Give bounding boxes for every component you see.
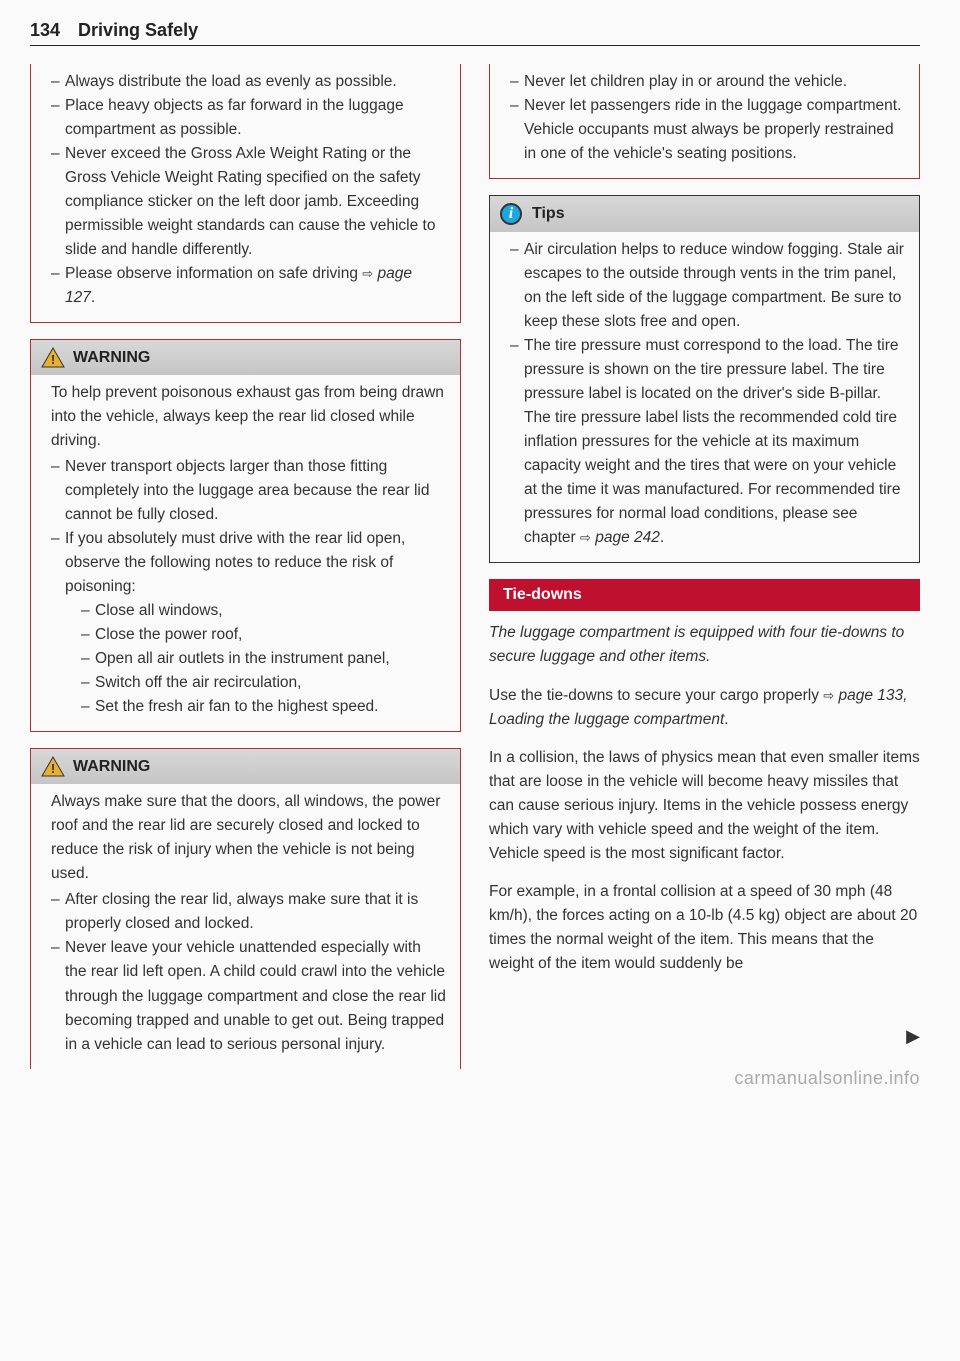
warn1-bullet: Place heavy objects as far forward in th… [51, 94, 446, 142]
warn3-bullet: Never leave your vehicle unattended espe… [51, 936, 446, 1056]
watermark: carmanualsonline.info [734, 1068, 920, 1089]
right-column: Never let children play in or around the… [489, 64, 920, 1085]
warning-box-3-cont: Never let children play in or around the… [489, 64, 920, 179]
warn2-bullet: Never transport objects larger than thos… [51, 455, 446, 527]
page-ref-242[interactable]: page 242 [595, 529, 660, 546]
warn2-nested: Close all windows, [81, 599, 446, 623]
warn2-nested: Set the fresh air fan to the highest spe… [81, 695, 446, 719]
tips-bullet: Air circulation helps to reduce window f… [510, 238, 905, 334]
svg-text:!: ! [51, 761, 55, 776]
warning-label: WARNING [73, 758, 150, 776]
warn3c-bullet: Never let children play in or around the… [510, 70, 905, 94]
body-paragraph: For example, in a frontal collision at a… [489, 880, 920, 976]
page-number: 134 [30, 20, 60, 41]
section-heading-tiedowns: Tie-downs [489, 579, 920, 611]
body-paragraph: Use the tie-downs to secure your cargo p… [489, 684, 920, 732]
warn3c-bullet: Never let passengers ride in the luggage… [510, 94, 905, 166]
page-header: 134 Driving Safely [30, 20, 920, 46]
warn2-nested: Switch off the air recirculation, [81, 671, 446, 695]
warn1-bullet: Always distribute the load as evenly as … [51, 70, 446, 94]
tips-box: i Tips Air circulation helps to reduce w… [489, 195, 920, 563]
tips-bullet: The tire pressure must correspond to the… [510, 334, 905, 550]
warn2-nested: Open all air outlets in the instrument p… [81, 647, 446, 671]
warning-icon: ! [41, 347, 65, 368]
left-column: Always distribute the load as evenly as … [30, 64, 461, 1085]
tips-label: Tips [532, 205, 565, 223]
warn1-bullet: Never exceed the Gross Axle Weight Ratin… [51, 142, 446, 262]
svg-text:!: ! [51, 352, 55, 367]
warn3-bullet: After closing the rear lid, always make … [51, 888, 446, 936]
info-icon: i [500, 203, 522, 225]
continue-arrow-icon: ▶ [906, 1026, 920, 1047]
warning-icon: ! [41, 756, 65, 777]
body-paragraph: In a collision, the laws of physics mean… [489, 746, 920, 866]
warn3-intro: Always make sure that the doors, all win… [51, 790, 446, 886]
warning-box-2: ! WARNING To help prevent poisonous exha… [30, 339, 461, 732]
warning-box-3: ! WARNING Always make sure that the door… [30, 748, 461, 1068]
warning-box-1: Always distribute the load as evenly as … [30, 64, 461, 323]
warn2-bullet: If you absolutely must drive with the re… [51, 527, 446, 719]
warn2-nested: Close the power roof, [81, 623, 446, 647]
warn2-intro: To help prevent poisonous exhaust gas fr… [51, 381, 446, 453]
warning-label: WARNING [73, 349, 150, 367]
page-title: Driving Safely [78, 20, 198, 41]
warn1-bullet: Please observe information on safe drivi… [51, 262, 446, 310]
section-subtitle: The luggage compartment is equipped with… [489, 621, 920, 668]
